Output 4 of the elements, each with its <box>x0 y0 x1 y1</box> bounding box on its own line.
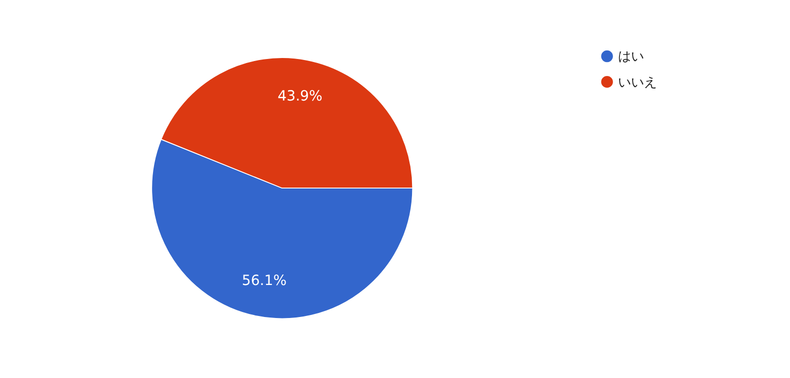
legend-label: いいえ <box>618 75 658 90</box>
data-label: 43.9% <box>278 88 322 104</box>
legend-label: はい <box>618 50 644 65</box>
data-label: 56.1% <box>242 272 287 289</box>
